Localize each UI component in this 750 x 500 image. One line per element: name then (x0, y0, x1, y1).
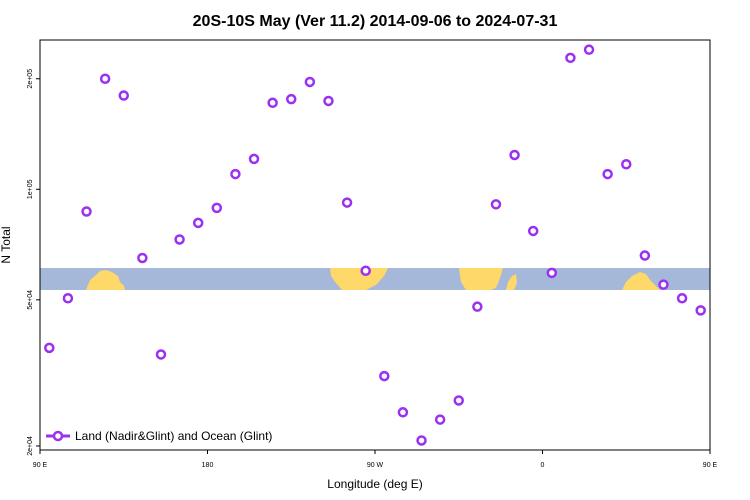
data-point (602, 168, 613, 180)
world-map-strip (40, 268, 710, 290)
data-point (155, 349, 167, 360)
data-point (490, 199, 502, 210)
legend-marker (52, 430, 64, 442)
land-masses (86, 268, 660, 290)
plot-frame (39, 39, 711, 451)
legend-label: Land (Nadir&Glint) and Ocean (Glint) (75, 429, 272, 443)
data-point (583, 44, 595, 55)
x-tick-label: 0 (541, 462, 545, 469)
x-axis-label: Longitude (deg E) (327, 477, 422, 491)
data-point (676, 292, 688, 304)
x-tick-label: 90 W (367, 462, 384, 469)
y-tick-label: 1e+05 (27, 179, 34, 199)
data-point (137, 252, 148, 264)
data-point (304, 76, 316, 88)
data-point (416, 435, 427, 446)
data-point (81, 206, 92, 217)
x-tick-label: 180 (202, 462, 214, 469)
land-mass-4 (622, 272, 660, 290)
data-point (118, 90, 129, 101)
land-mass-1 (330, 268, 388, 290)
chart-title: 20S-10S May (Ver 11.2) 2014-09-06 to 202… (193, 13, 558, 30)
data-point (453, 395, 464, 406)
data-point (695, 305, 706, 316)
land-mass-2 (459, 268, 503, 290)
data-point (230, 168, 241, 180)
data-point (192, 217, 204, 229)
data-point (658, 279, 669, 290)
data-point (639, 250, 651, 261)
data-point (509, 149, 520, 161)
land-mass-3 (506, 274, 517, 290)
data-point (565, 52, 576, 64)
data-point (44, 342, 55, 354)
data-point (323, 95, 334, 107)
data-point (211, 202, 223, 214)
x-axis-ticks: 90 E 180 90 W 0 90 E (33, 450, 718, 469)
data-point (527, 225, 539, 237)
y-tick-label: 2e+05 (27, 69, 34, 89)
data-point (341, 197, 353, 208)
data-point (286, 93, 297, 105)
data-point (621, 158, 632, 170)
data-point (174, 234, 185, 245)
data-point (248, 153, 260, 165)
data-point (472, 301, 483, 312)
data-point (99, 73, 111, 84)
data-point (62, 292, 74, 304)
y-tick-label: 5e+04 (27, 290, 34, 310)
x-tick-label: 90 E (703, 462, 718, 469)
data-point (397, 407, 409, 418)
data-point (434, 414, 446, 425)
data-point (379, 370, 390, 382)
data-point (360, 265, 371, 277)
legend: Land (Nadir&Glint) and Ocean (Glint) (46, 429, 272, 443)
data-point (267, 97, 278, 109)
data-points (44, 44, 706, 446)
y-tick-label: 2e+04 (27, 436, 34, 456)
data-point (546, 267, 558, 279)
land-mass-0 (86, 270, 125, 290)
y-axis-label: N Total (0, 226, 13, 263)
x-tick-label: 90 E (33, 462, 48, 469)
y-axis-ticks: 2e+04 5e+04 1e+05 2e+05 (27, 69, 40, 456)
